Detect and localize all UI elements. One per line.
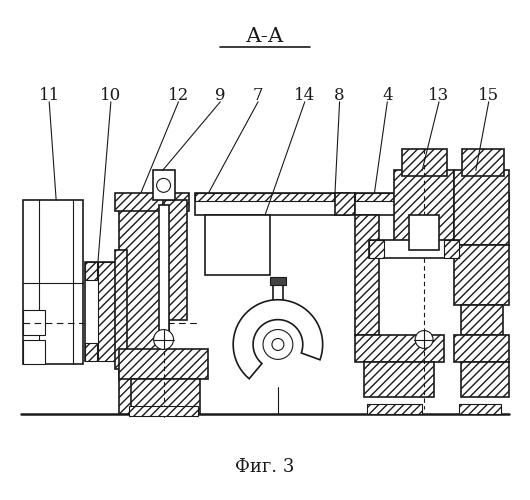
Bar: [196, 194, 349, 215]
Circle shape: [156, 178, 171, 192]
Bar: [355, 194, 509, 215]
Text: 13: 13: [428, 88, 449, 104]
Bar: [23, 200, 83, 364]
Bar: [369, 240, 459, 258]
Bar: [444, 240, 459, 258]
Bar: [119, 200, 169, 414]
Text: 8: 8: [334, 88, 345, 104]
Bar: [355, 334, 444, 362]
Bar: [462, 148, 504, 176]
Text: А-А: А-А: [246, 26, 284, 46]
Text: Фиг. 3: Фиг. 3: [235, 458, 295, 476]
Bar: [129, 406, 198, 416]
Text: 15: 15: [478, 88, 499, 104]
Bar: [454, 334, 509, 362]
Bar: [119, 350, 208, 380]
Circle shape: [415, 330, 433, 348]
Text: 12: 12: [168, 88, 189, 104]
Bar: [355, 215, 379, 334]
Bar: [98, 262, 115, 362]
Bar: [196, 194, 349, 202]
Text: 10: 10: [100, 88, 121, 104]
Bar: [394, 170, 454, 245]
Text: 9: 9: [215, 88, 225, 104]
Bar: [158, 205, 169, 344]
Text: 14: 14: [294, 88, 315, 104]
Bar: [270, 277, 286, 285]
Bar: [153, 170, 174, 200]
Polygon shape: [233, 300, 323, 379]
Bar: [402, 148, 447, 176]
Bar: [369, 240, 384, 258]
Bar: [85, 262, 97, 280]
Circle shape: [154, 330, 173, 349]
Bar: [355, 194, 509, 202]
Bar: [461, 362, 509, 397]
Bar: [23, 340, 45, 364]
Bar: [163, 200, 188, 320]
Bar: [461, 304, 502, 334]
Circle shape: [263, 330, 293, 360]
Bar: [454, 170, 509, 245]
Text: 11: 11: [39, 88, 60, 104]
Bar: [85, 344, 97, 361]
Text: 4: 4: [382, 88, 393, 104]
Bar: [459, 404, 501, 414]
Bar: [115, 194, 189, 211]
Bar: [115, 250, 127, 370]
Bar: [334, 194, 355, 215]
Text: 7: 7: [253, 88, 263, 104]
Bar: [409, 215, 439, 250]
Bar: [205, 215, 270, 275]
Circle shape: [272, 338, 284, 350]
Bar: [85, 262, 115, 362]
Bar: [367, 404, 422, 414]
Bar: [23, 310, 45, 334]
Bar: [454, 245, 509, 304]
Bar: [131, 380, 200, 414]
Bar: [365, 362, 434, 397]
